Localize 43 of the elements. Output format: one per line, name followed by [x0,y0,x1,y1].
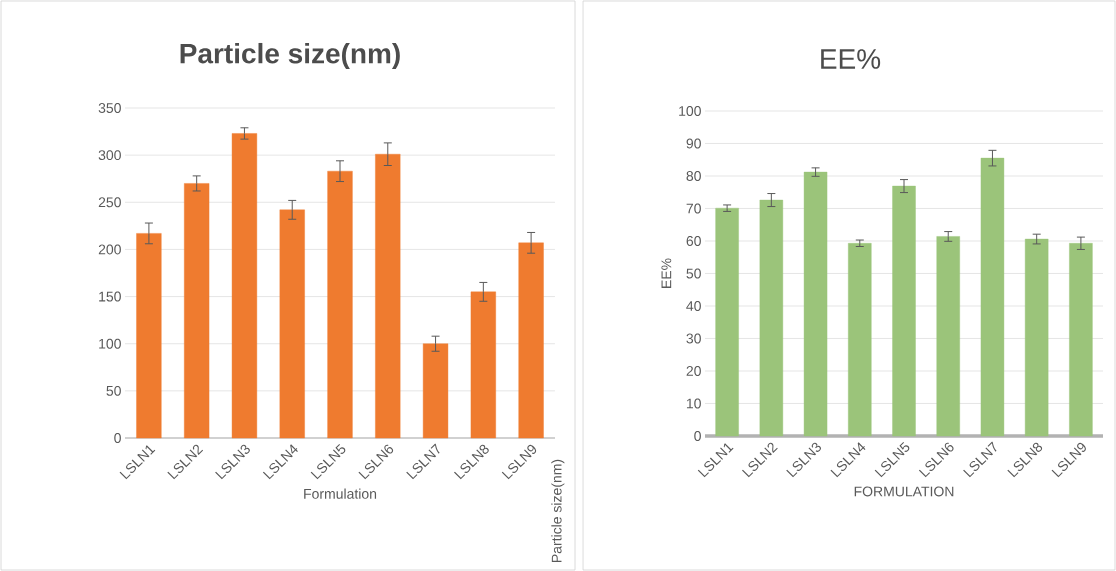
bar [422,343,449,439]
bar [1024,238,1049,437]
bar [892,185,916,437]
y-tick-label: 80 [686,171,701,181]
y-tick-label: 50 [106,385,121,396]
bar [279,209,305,439]
bar [327,170,353,439]
y-tick-label: 100 [99,338,121,349]
y-tick-label: 30 [686,333,701,344]
bar [980,157,1005,437]
y-tick-label: 350 [98,103,121,113]
bar [470,291,496,439]
y-tick-label: 150 [99,291,121,302]
bar [136,233,162,439]
bar [231,133,258,439]
chart-title: EE% [821,49,881,69]
y-tick-label: 70 [686,203,701,214]
y-tick-label: 50 [686,268,701,279]
bar [759,199,784,437]
x-axis-title: Formulation [304,488,377,499]
y-tick-label: 0 [694,431,701,441]
bar [375,154,401,439]
y-axis-title: EE% [661,258,672,288]
y-axis-title: Particle size(nm) [551,459,565,563]
y-tick-label: 100 [679,106,701,116]
y-tick-label: 20 [686,366,701,376]
y-tick-label: 200 [98,244,121,255]
y-tick-label: 40 [686,301,701,311]
bar [715,207,739,437]
x-axis-title: FORMULATION [854,486,954,497]
bar [803,171,828,437]
y-tick-label: 10 [686,398,701,409]
bar [936,236,960,437]
bar [184,183,210,439]
y-tick-label: 60 [686,236,701,246]
y-tick-label: 300 [98,150,121,161]
y-tick-label: 90 [686,138,701,149]
y-tick-label: 250 [98,197,121,208]
bar [848,243,872,437]
bar [1069,243,1093,437]
y-tick-label: 0 [114,433,121,443]
chart-title: Particle size(nm) [180,42,400,70]
bar [518,242,544,439]
